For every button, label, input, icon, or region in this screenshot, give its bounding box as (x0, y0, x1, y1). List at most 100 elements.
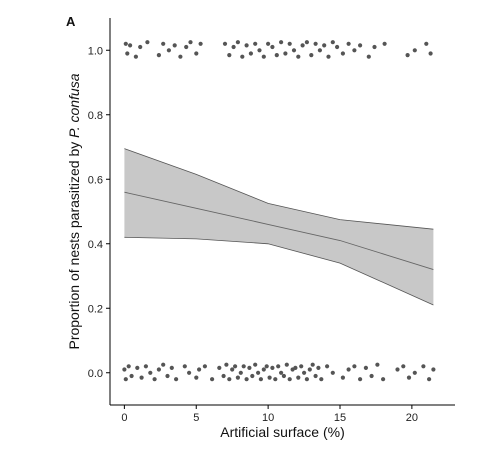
point-bottom (313, 373, 318, 379)
point-bottom (126, 364, 131, 369)
points-layer (122, 40, 436, 382)
point-bottom (363, 365, 368, 370)
point-top (335, 44, 340, 50)
point-top (274, 53, 279, 58)
point-bottom (369, 373, 374, 379)
axes-layer: 0.0 0.2 0.4 0.6 0.8 1.0 0 5 10 15 20 (88, 18, 455, 424)
point-bottom (421, 364, 426, 369)
point-bottom (241, 364, 246, 369)
x-tick-label: 0 (121, 412, 127, 424)
point-top (309, 53, 314, 58)
point-bottom (307, 367, 312, 372)
point-bottom (293, 365, 298, 370)
y-axis-title: Proportion of nests parasitized by P. co… (66, 73, 82, 349)
point-bottom (276, 364, 281, 369)
point-bottom (253, 362, 258, 367)
panel-label: A (66, 14, 76, 29)
point-bottom (165, 373, 170, 379)
point-bottom (330, 370, 335, 375)
point-top (283, 51, 288, 56)
point-bottom (395, 367, 400, 372)
point-bottom (148, 370, 153, 375)
point-bottom (310, 362, 315, 367)
point-bottom (427, 377, 432, 382)
point-top (156, 53, 161, 58)
y-axis-title-species: P. confusa (66, 73, 82, 138)
point-bottom (340, 375, 345, 380)
point-bottom (267, 375, 272, 380)
point-top (261, 54, 266, 59)
point-top (326, 54, 331, 59)
point-bottom (129, 373, 134, 379)
point-top (235, 40, 240, 45)
point-top (198, 41, 203, 46)
point-bottom (346, 367, 351, 372)
point-bottom (406, 375, 412, 380)
point-top (172, 43, 177, 48)
point-bottom (258, 377, 263, 382)
point-bottom (247, 365, 252, 370)
point-top (346, 41, 351, 46)
point-bottom (412, 370, 417, 375)
point-top (372, 44, 377, 50)
y-tick-label: 0.2 (88, 303, 103, 315)
point-bottom (235, 375, 240, 380)
point-top (138, 44, 143, 50)
point-top (125, 51, 130, 56)
point-top (244, 43, 249, 48)
point-bottom (221, 373, 226, 379)
point-bottom (233, 364, 238, 369)
y-axis-title-prefix: Proportion of nests parasitized by (66, 138, 82, 350)
point-bottom (202, 364, 207, 369)
point-bottom (161, 362, 166, 367)
point-top (270, 44, 275, 50)
point-bottom (304, 377, 309, 382)
y-tick-label: 1.0 (88, 45, 103, 57)
point-top (227, 53, 232, 58)
point-top (358, 43, 363, 48)
point-top (279, 40, 284, 45)
point-bottom (261, 367, 266, 372)
point-top (133, 54, 138, 59)
point-top (231, 44, 236, 50)
point-top (128, 43, 133, 48)
point-bottom (227, 377, 232, 382)
point-top (304, 40, 309, 45)
point-bottom (281, 373, 286, 379)
y-tick-label: 0.4 (88, 239, 103, 251)
point-bottom (135, 365, 140, 370)
point-bottom (352, 364, 357, 369)
point-top (291, 48, 297, 53)
point-top (188, 40, 193, 45)
point-top (166, 48, 171, 53)
point-bottom (152, 377, 157, 382)
point-top (222, 41, 228, 46)
point-top (317, 48, 322, 53)
point-top (248, 51, 253, 56)
confidence-band-upper-edge (124, 148, 434, 230)
point-bottom (143, 364, 148, 369)
x-tick-label: 20 (406, 412, 418, 424)
point-top (412, 48, 417, 53)
point-top (296, 54, 301, 59)
point-bottom (325, 364, 330, 369)
point-top (253, 41, 258, 46)
point-bottom (270, 365, 275, 370)
point-bottom (250, 373, 255, 379)
point-top (257, 48, 262, 53)
point-top (322, 43, 327, 48)
point-bottom (299, 364, 304, 369)
point-top (287, 41, 292, 46)
point-bottom (264, 364, 269, 369)
point-bottom (224, 362, 229, 367)
point-bottom (358, 377, 363, 382)
point-top (405, 53, 410, 58)
point-bottom (316, 365, 321, 370)
point-bottom (381, 377, 386, 382)
point-bottom (296, 375, 301, 380)
point-bottom (273, 377, 278, 382)
fit-line-layer (124, 191, 434, 271)
confidence-band-lower-edge (124, 236, 434, 306)
